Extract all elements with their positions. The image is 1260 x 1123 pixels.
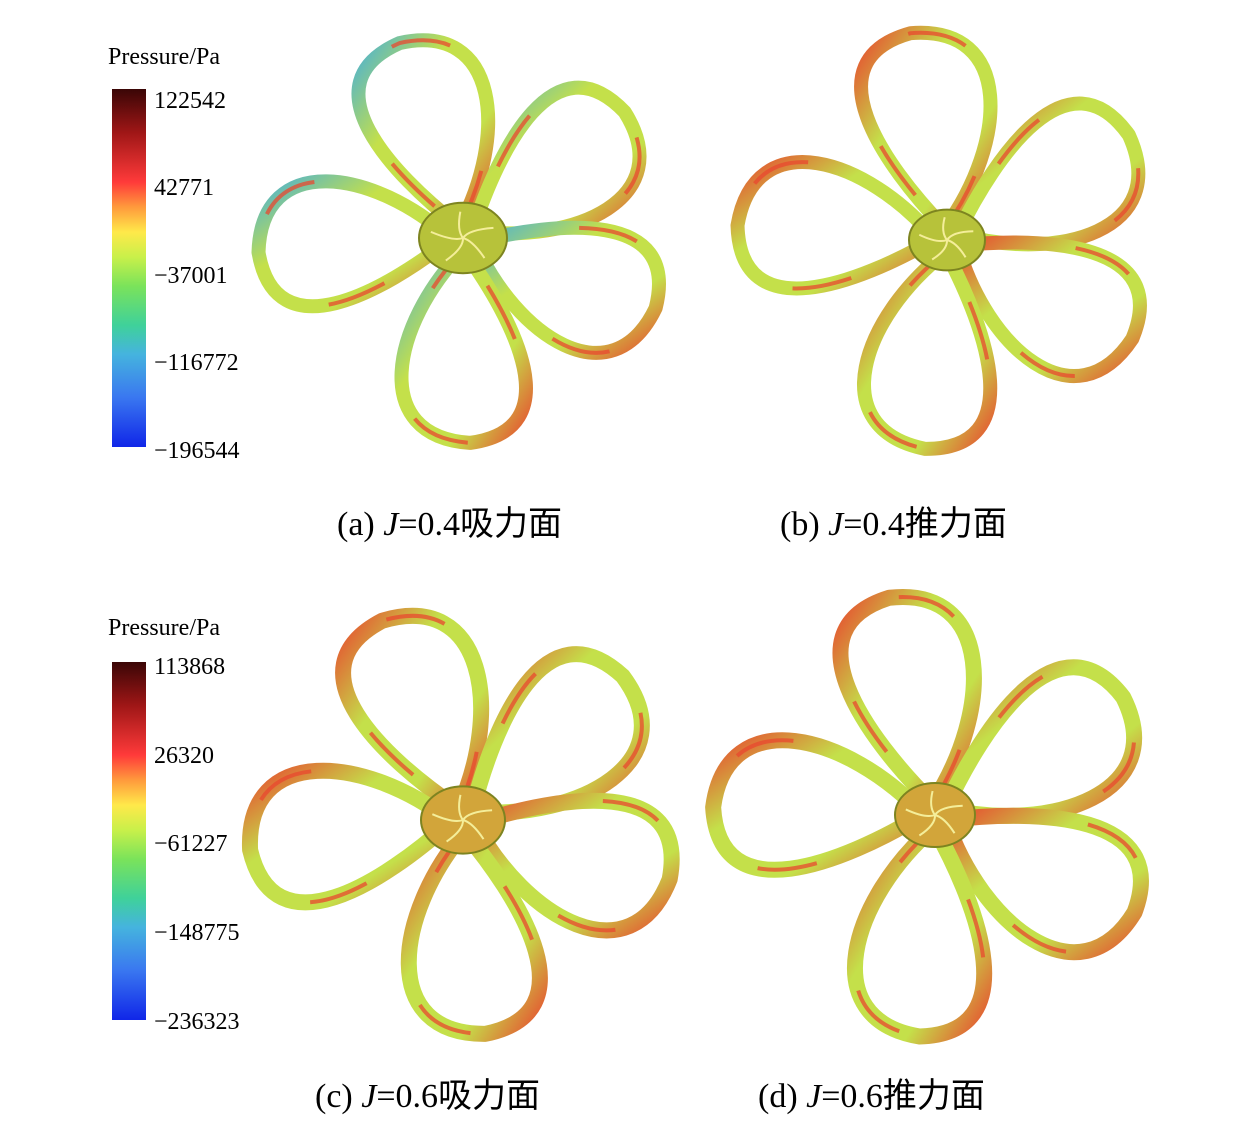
legend-title-bottom: Pressure/Pa (108, 615, 220, 641)
blade-loop (950, 235, 1147, 383)
caption-d-j: J (806, 1078, 822, 1115)
propeller-c-suction-side (242, 607, 680, 1042)
tick-top-2: 42771 (154, 175, 214, 201)
caption-a: (a) J=0.4吸力面 (337, 508, 562, 542)
caption-c-value: =0.6吸力面 (376, 1078, 541, 1115)
tick-top-4: −116772 (154, 350, 239, 376)
propeller-a-suction-side (251, 33, 666, 450)
tick-bottom-5: −236323 (154, 1009, 240, 1035)
tick-top-5: −196544 (154, 438, 240, 464)
blade-loop (937, 807, 1149, 961)
propeller-b-pressure-side (730, 25, 1147, 456)
blade-loop (394, 242, 533, 450)
blade-loop (467, 220, 666, 360)
tick-bottom-3: −61227 (154, 831, 228, 857)
caption-d-value: =0.6推力面 (821, 1078, 985, 1115)
caption-b-value: =0.4推力面 (843, 506, 1007, 543)
blade-loop (465, 80, 647, 241)
tick-top-1: 122542 (154, 88, 226, 114)
tick-bottom-4: −148775 (154, 920, 240, 946)
caption-b-prefix: (b) (780, 506, 829, 543)
blade-loop (463, 646, 650, 821)
tick-bottom-2: 26320 (154, 743, 214, 769)
blade-loop (242, 762, 460, 911)
caption-a-j: J (383, 506, 399, 543)
caption-a-prefix: (a) (337, 506, 384, 543)
caption-c-prefix: (c) (315, 1078, 362, 1115)
caption-c-j: J (361, 1078, 377, 1115)
blade-loop (730, 155, 943, 296)
caption-b: (b) J=0.4推力面 (780, 508, 1007, 542)
tick-top-3: −37001 (154, 263, 228, 289)
caption-b-j: J (828, 506, 844, 543)
tick-bottom-1: 113868 (154, 654, 226, 680)
colorbar-bottom (112, 662, 146, 1020)
caption-d: (d) J=0.6推力面 (758, 1080, 985, 1114)
caption-a-value: =0.4吸力面 (398, 506, 563, 543)
blade-loop (400, 823, 548, 1042)
propeller-d-pressure-side (705, 589, 1149, 1045)
legend-title-top: Pressure/Pa (108, 44, 220, 70)
colorbar-top (112, 89, 146, 447)
caption-c: (c) J=0.6吸力面 (315, 1080, 540, 1114)
blade-loop (705, 732, 932, 878)
caption-d-prefix: (d) (758, 1078, 807, 1115)
blade-loop (466, 792, 680, 939)
